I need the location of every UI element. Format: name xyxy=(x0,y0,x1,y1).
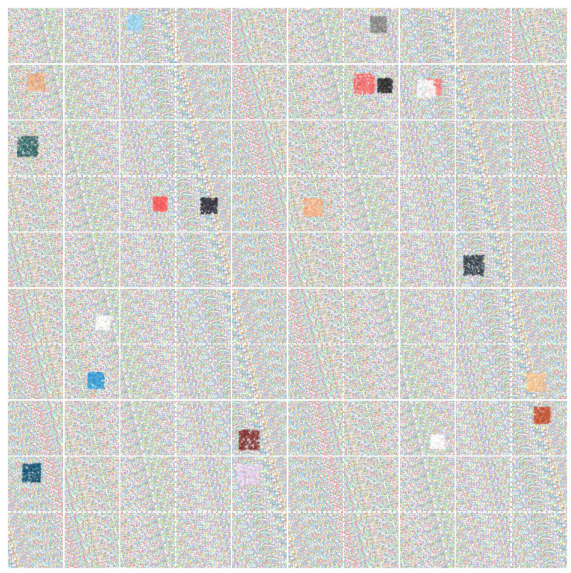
color-patch xyxy=(354,73,374,93)
color-patch xyxy=(304,198,322,216)
color-patch xyxy=(127,15,141,29)
color-patch xyxy=(526,373,544,391)
color-patch xyxy=(417,79,435,97)
color-patch xyxy=(463,254,483,274)
color-patch xyxy=(377,78,391,92)
color-patch xyxy=(87,372,103,388)
color-patch xyxy=(370,16,386,32)
color-patch xyxy=(533,407,549,423)
color-patch xyxy=(425,78,441,94)
color-patch xyxy=(22,463,40,481)
color-patch xyxy=(200,197,216,213)
color-patch xyxy=(17,136,37,156)
color-patch xyxy=(95,315,109,329)
color-patch xyxy=(430,434,444,448)
color-patch xyxy=(237,464,257,484)
color-patch xyxy=(26,72,44,90)
color-patch xyxy=(152,196,166,210)
color-patch xyxy=(238,429,258,449)
